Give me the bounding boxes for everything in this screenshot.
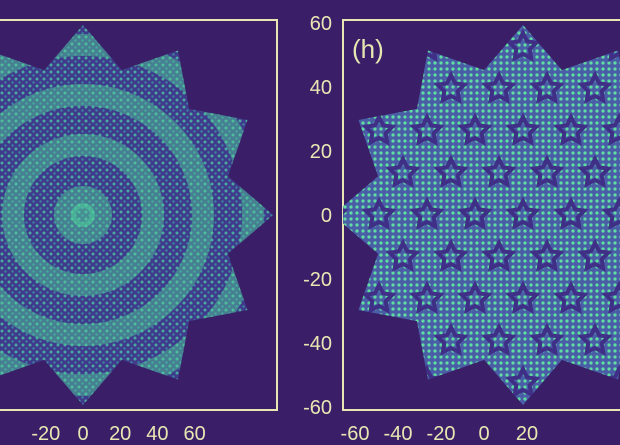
right-x-tick-labels: -60 -40 -20 0 20 [341,423,539,445]
y-tick-label: -20 [303,269,332,291]
star-motif [577,154,613,188]
x-tick-label: 0 [77,423,88,445]
x-tick-label: 0 [478,423,489,445]
star-motif [601,196,620,230]
ring-band [2,134,164,296]
star-motif [343,364,349,398]
star-motif [505,280,541,314]
left-x-tick-labels: -20 0 20 40 60 [31,423,205,445]
star-motif [553,280,589,314]
x-tick-label: 20 [516,423,538,445]
star-motif [577,322,613,356]
right-panel: (h) 60 40 20 0 -20 -40 -60 -60 -40 -20 0 20 [303,13,620,445]
star-motif [481,238,517,272]
y-tick-label: -60 [303,397,332,419]
star-motif [409,280,445,314]
star-motif [553,196,589,230]
star-motif [481,322,517,356]
x-tick-label: -20 [427,423,456,445]
star-motif [385,238,421,272]
y-tick-label: 40 [310,77,332,99]
right-y-tick-labels: 60 40 20 0 -20 -40 -60 [303,13,332,419]
star-motif [457,196,493,230]
star-motif [457,112,493,146]
star-motif [409,112,445,146]
star-motif [505,364,541,398]
star-motif [361,196,397,230]
star-motif [481,70,517,104]
star-motif [601,280,620,314]
ring-band [0,84,214,346]
star-motif [433,322,469,356]
star-motif [529,70,565,104]
star-motif [409,196,445,230]
x-tick-label: -40 [384,423,413,445]
y-tick-label: 60 [310,13,332,35]
star-motif [481,154,517,188]
star-motif [361,112,397,146]
star-motif [553,112,589,146]
left-panel: -20 0 20 40 60 [0,19,278,445]
ring-band [0,34,264,396]
star-motif [433,70,469,104]
star-motif [343,112,349,146]
star-motif [361,280,397,314]
star-motif [343,28,349,62]
star-motif [385,154,421,188]
star-motif [577,238,613,272]
star-motif [433,154,469,188]
center-spot [71,203,95,227]
ring-band [54,186,112,244]
panel-label: (h) [352,34,384,64]
y-tick-label: -40 [303,333,332,355]
star-motif [433,238,469,272]
x-tick-label: -20 [31,423,60,445]
y-tick-label: 0 [321,205,332,227]
star-motif [505,112,541,146]
star-motif [529,322,565,356]
star-motif [577,70,613,104]
star-motif [529,238,565,272]
x-tick-label: 20 [109,423,131,445]
star-motif [529,154,565,188]
y-tick-label: 20 [310,141,332,163]
star-motif [505,28,541,62]
x-tick-label: 60 [183,423,205,445]
star-motif [601,112,620,146]
x-tick-label: -60 [341,423,370,445]
star-motif [505,196,541,230]
x-tick-label: 40 [146,423,168,445]
star-motif [457,280,493,314]
